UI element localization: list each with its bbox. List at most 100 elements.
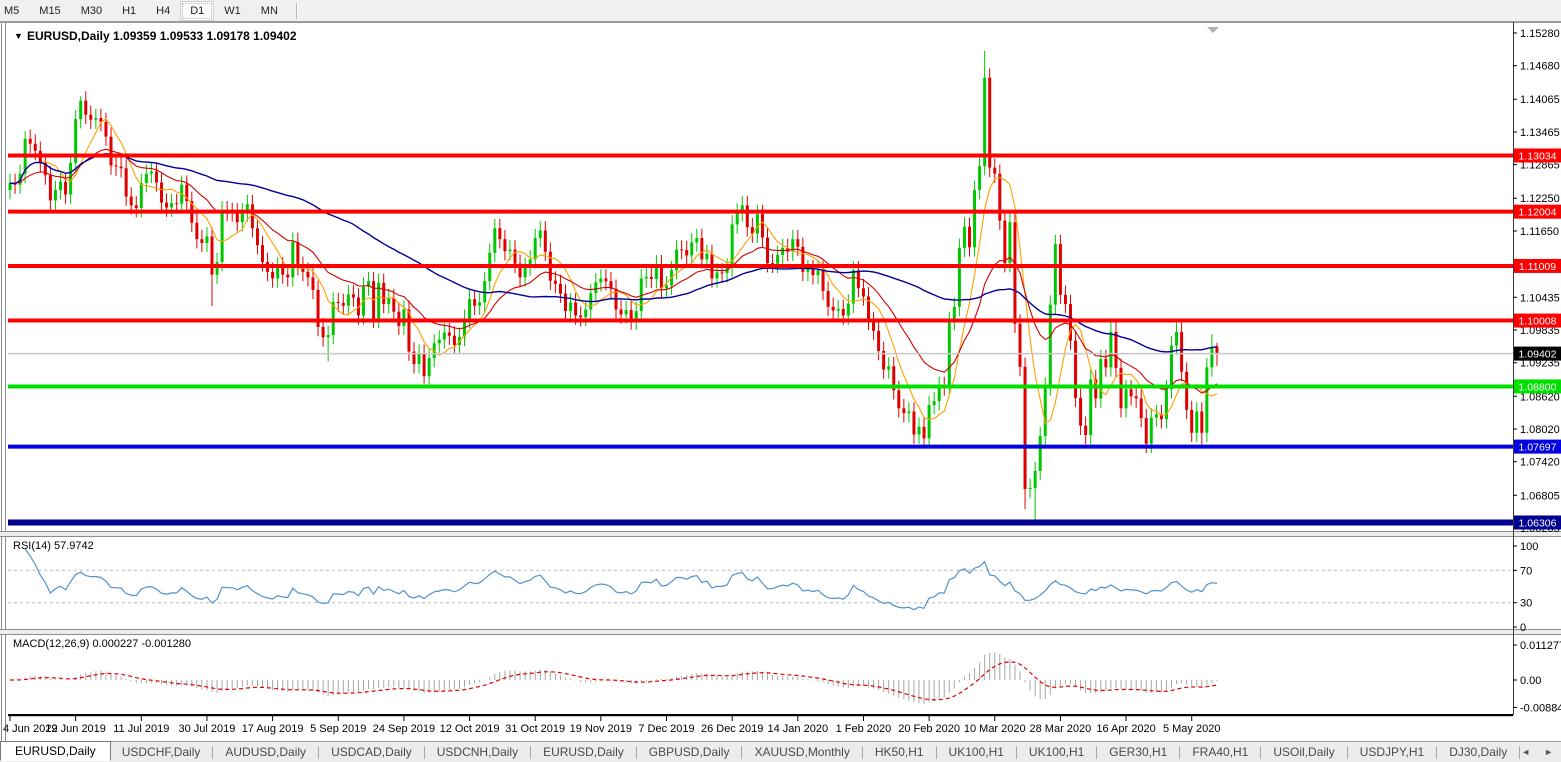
timeframe-button-m5[interactable]: M5 — [4, 4, 20, 17]
rsi-axis-label: 100 — [1520, 541, 1538, 553]
price-badge-1.11009 — [1514, 258, 1561, 273]
tab-separator — [741, 745, 743, 759]
price-axis-label: 1.07420 — [1520, 457, 1560, 469]
date-axis-border — [8, 714, 1513, 717]
macd-signal-line — [10, 661, 1218, 701]
price-axis-label: 1.09835 — [1520, 325, 1560, 337]
price-badge-1.06306 — [1514, 515, 1561, 530]
tab-hk50-h1[interactable]: HK50,H1 — [874, 745, 924, 759]
ma-fast-line — [9, 117, 1218, 424]
tab-uk100-h1[interactable]: UK100,H1 — [1028, 745, 1085, 759]
current-price-badge — [1514, 346, 1561, 361]
price-axis-label: 1.11650 — [1520, 226, 1559, 238]
tab-eurusd-daily[interactable]: EURUSD,Daily — [0, 741, 111, 761]
price-axis-label: 1.12865 — [1520, 160, 1560, 172]
tab-gbpusd-daily[interactable]: GBPUSD,Daily — [648, 745, 730, 759]
svg-text:1.09402: 1.09402 — [1519, 349, 1557, 361]
tab-scroll-right-icon[interactable]: ► — [1544, 747, 1554, 757]
price-badge-1.07697 — [1514, 439, 1561, 454]
tab-separator — [423, 745, 425, 759]
tab-uk100-h1[interactable]: UK100,H1 — [948, 745, 1004, 759]
date-axis-label: 10 Mar 2020 — [964, 723, 1026, 735]
ma-slow-line — [9, 152, 1218, 353]
svg-text:1.13034: 1.13034 — [1519, 150, 1557, 162]
tab-ger30-h1[interactable]: GER30,H1 — [1109, 745, 1168, 759]
tab-fra40-h1[interactable]: FRA40,H1 — [1192, 745, 1249, 759]
chart-dropdown-icon[interactable]: ▼ — [14, 31, 23, 41]
tab-usoil-daily[interactable]: USOil,Daily — [1273, 745, 1335, 759]
date-axis-label: 7 Dec 2019 — [638, 723, 694, 735]
tab-separator — [861, 745, 863, 759]
price-axis-label: 1.06805 — [1520, 490, 1560, 502]
date-axis-label: 4 Jun 2019 — [3, 723, 57, 735]
tab-scroll-left-icon[interactable]: ◄ — [1521, 747, 1531, 757]
price-axis-label: 1.15280 — [1520, 28, 1560, 40]
toolbar-separator — [295, 2, 298, 19]
tab-separator — [318, 745, 320, 759]
tab-usdcnh-daily[interactable]: USDCNH,Daily — [436, 745, 519, 759]
rsi-label: RSI(14) 57.9742 — [13, 540, 94, 552]
tab-dj30-daily[interactable]: DJ30,Daily — [1449, 745, 1508, 759]
price-axis-label: 1.10435 — [1520, 292, 1560, 304]
svg-text:1.10008: 1.10008 — [1519, 316, 1557, 328]
timeframe-button-mn[interactable]: MN — [260, 4, 278, 17]
svg-text:1.12004: 1.12004 — [1519, 207, 1557, 219]
date-axis-label: 30 Jul 2019 — [179, 723, 236, 735]
date-axis-label: 5 May 2020 — [1163, 723, 1220, 735]
tab-usdjpy-h1[interactable]: USDJPY,H1 — [1359, 745, 1425, 759]
tab-eurusd-daily[interactable]: EURUSD,Daily — [543, 745, 624, 759]
timeframe-button-h4[interactable]: H4 — [156, 4, 171, 17]
macd-axis-label: 0.00 — [1520, 675, 1541, 687]
tab-usdchf-daily[interactable]: USDCHF,Daily — [121, 745, 201, 759]
price-axis-label: 1.14065 — [1520, 94, 1560, 106]
macd-axis-label: 0.011277 — [1520, 640, 1561, 652]
price-axis-label: 1.08020 — [1520, 424, 1560, 436]
date-axis-label: 12 Oct 2019 — [440, 723, 500, 735]
date-axis-label: 28 Mar 2020 — [1030, 723, 1092, 735]
price-badge-1.13034 — [1514, 148, 1561, 163]
chart-tab-bar: EURUSD,Daily USDCHF,Daily AUDUSD,Daily USDC… — [0, 741, 1561, 762]
tab-separator — [1179, 745, 1181, 759]
tab-separator — [1346, 745, 1348, 759]
timeframe-button-m15[interactable]: M15 — [39, 4, 61, 17]
timeframe-button-w1[interactable]: W1 — [224, 4, 241, 17]
tab-audusd-daily[interactable]: AUDUSD,Daily — [225, 745, 307, 759]
rsi-line — [24, 548, 1218, 611]
shift-end-marker-icon[interactable] — [1207, 27, 1219, 33]
tab-separator — [1015, 745, 1017, 759]
tab-separator — [635, 745, 637, 759]
price-axis-label: 1.12250 — [1520, 193, 1560, 205]
price-axis-label: 1.09235 — [1520, 358, 1560, 370]
date-axis-label: 17 Aug 2019 — [242, 723, 304, 735]
timeframe-button-h1[interactable]: H1 — [122, 4, 137, 17]
chart-title: EURUSD,Daily 1.09359 1.09533 1.09178 1.0… — [27, 29, 297, 43]
tab-separator — [530, 745, 532, 759]
macd-axis-label: -0.00884 — [1520, 702, 1561, 714]
tab-xauusd-monthly[interactable]: XAUUSD,Monthly — [754, 745, 850, 759]
timeframe-button-d1[interactable]: D1 — [180, 0, 215, 21]
price-badge-1.10008 — [1514, 313, 1561, 328]
tab-separator — [1096, 745, 1098, 759]
price-axis-label: 1.14680 — [1520, 61, 1560, 73]
rsi-axis-label: 0 — [1520, 622, 1526, 634]
tab-separator — [1519, 745, 1521, 759]
price-badge-1.08800 — [1514, 379, 1561, 394]
tab-scroll-arrows: ◄ ► — [1521, 747, 1561, 757]
pane-separator[interactable] — [0, 531, 1561, 537]
svg-text:1.11009: 1.11009 — [1519, 261, 1556, 273]
price-badge-1.12004 — [1514, 204, 1561, 219]
timeframe-button-m30[interactable]: M30 — [80, 4, 103, 17]
date-axis-label: 31 Oct 2019 — [505, 723, 565, 735]
date-axis-label: 24 Sep 2019 — [373, 723, 435, 735]
price-axis-label: 1.13465 — [1520, 127, 1560, 139]
price-axis-label: 1.08620 — [1520, 391, 1560, 403]
pane-separator[interactable] — [0, 629, 1561, 635]
macd-label: MACD(12,26,9) 0.000227 -0.001280 — [13, 638, 191, 650]
tab-separator — [212, 745, 214, 759]
date-axis-label: 22 Jun 2019 — [45, 723, 106, 735]
tab-usdcad-daily[interactable]: USDCAD,Daily — [331, 745, 412, 759]
date-axis-label: 1 Feb 2020 — [836, 723, 892, 735]
tab-separator — [935, 745, 937, 759]
date-axis-label: 5 Sep 2019 — [310, 723, 366, 735]
